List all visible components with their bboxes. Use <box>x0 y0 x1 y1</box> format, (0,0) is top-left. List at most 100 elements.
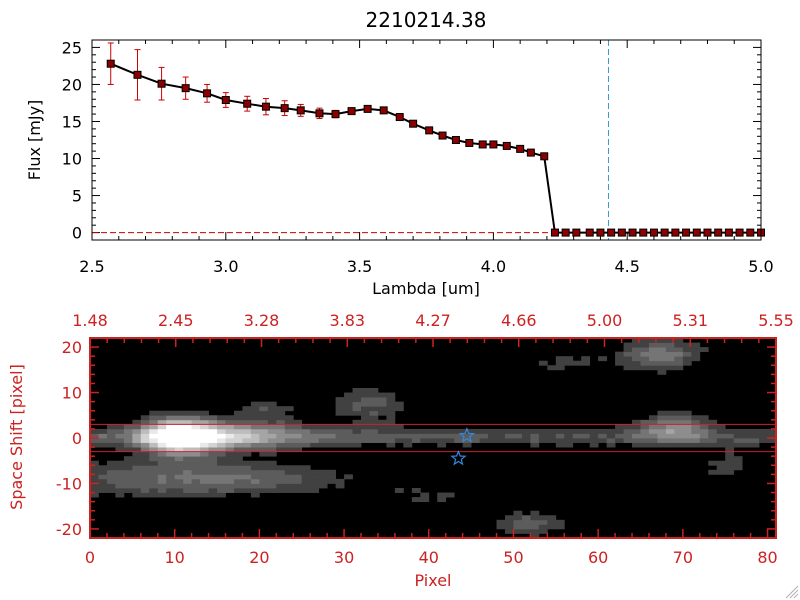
image-pixel <box>513 519 523 525</box>
image-pixel <box>233 469 243 475</box>
image-pixel <box>352 388 362 393</box>
image-pixel <box>149 424 159 430</box>
image-pixel <box>233 474 243 480</box>
image-pixel <box>132 419 142 425</box>
image-pixel <box>259 478 269 484</box>
image-pixel <box>369 397 379 403</box>
image-pixel <box>140 456 150 462</box>
image-pixel <box>259 424 269 430</box>
image-pixel <box>233 428 243 434</box>
image-pixel <box>386 419 396 425</box>
image-pixel <box>276 447 286 453</box>
image-pixel <box>530 428 540 434</box>
image-pixel <box>149 483 159 489</box>
flux-data-point <box>526 148 535 157</box>
image-pixel <box>250 478 260 484</box>
image-pixel <box>437 492 447 498</box>
resize-grip-icon[interactable] <box>785 585 799 599</box>
image-pixel <box>115 492 125 498</box>
image-pixel <box>166 424 176 430</box>
image-pixel <box>191 433 201 439</box>
image-pixel <box>90 465 99 471</box>
image-pixel <box>284 419 294 425</box>
image-pixel <box>191 438 201 443</box>
image-pixel <box>293 433 303 439</box>
image-pixel <box>606 428 616 434</box>
image-pixel <box>276 469 286 475</box>
image-pixel <box>547 515 557 521</box>
image-pixel <box>140 442 150 448</box>
image-pixel <box>640 342 650 348</box>
image-pixel <box>665 428 675 434</box>
image-pixel <box>555 519 565 525</box>
image-pixel <box>725 442 735 448</box>
image-pixel <box>225 442 235 448</box>
image-pixel <box>589 438 599 443</box>
image-pixel <box>615 438 624 443</box>
image-pixel <box>132 483 142 489</box>
image-pixel <box>157 447 167 453</box>
image-pixel <box>767 433 777 439</box>
image-pixel <box>742 442 751 448</box>
image-pixel <box>200 442 209 448</box>
image-pixel <box>716 465 726 471</box>
image-pixel <box>606 433 616 439</box>
image-pixel <box>403 433 413 439</box>
image-pixel <box>344 438 353 443</box>
image-pixel <box>174 424 184 430</box>
image-pixel <box>301 424 311 430</box>
image-pixel <box>217 447 226 453</box>
image-pixel <box>284 465 294 471</box>
image-pixel <box>123 474 133 480</box>
image-pixel <box>250 401 260 407</box>
image-pixel <box>166 469 176 475</box>
image-pixel <box>352 406 362 412</box>
image-pixel <box>572 360 582 366</box>
image-pixel <box>632 433 641 439</box>
image-pixel <box>318 483 328 489</box>
image-pixel <box>665 415 675 421</box>
image-pixel <box>284 483 294 489</box>
image-pixel <box>699 347 709 353</box>
image-pixel <box>200 415 209 421</box>
image-pixel <box>140 447 150 453</box>
image-pixel <box>327 474 337 480</box>
image-pixel <box>581 433 591 439</box>
image-pixel <box>674 415 684 421</box>
image-pixel <box>106 488 116 493</box>
image-pixel <box>310 428 320 434</box>
image-x-tick-label: 0 <box>85 548 95 567</box>
image-pixel <box>386 410 396 416</box>
image-pixel <box>259 428 269 434</box>
image-pixel <box>149 438 159 443</box>
image-pixel <box>310 433 320 439</box>
image-pixel <box>327 478 337 484</box>
image-pixel <box>733 442 743 448</box>
image-pixel <box>691 438 701 443</box>
image-pixel <box>225 474 235 480</box>
image-pixel <box>98 469 108 475</box>
image-pixel <box>166 415 176 421</box>
spectrum-y-tick-labels: 0 5 10 15 20 25 <box>62 38 82 242</box>
image-pixel <box>123 469 133 475</box>
image-pixel <box>665 347 675 353</box>
image-pixel <box>640 438 650 443</box>
image-pixel <box>496 519 506 525</box>
image-pixel <box>140 469 150 475</box>
image-pixel <box>293 438 303 443</box>
image-pixel <box>437 428 447 434</box>
image-pixel <box>555 524 565 530</box>
image-pixel <box>454 438 464 443</box>
image-pixel <box>208 433 218 439</box>
image-pixel <box>555 356 565 362</box>
image-pixel <box>200 433 209 439</box>
image-pixel <box>564 442 574 448</box>
image-pixel <box>259 474 269 480</box>
image-pixel <box>217 492 226 498</box>
flux-data-point <box>261 102 270 111</box>
image-pixel <box>242 442 252 448</box>
image-pixel <box>657 433 667 439</box>
image-pixel <box>284 469 294 475</box>
image-pixel <box>335 442 345 448</box>
image-pixel <box>581 438 591 443</box>
